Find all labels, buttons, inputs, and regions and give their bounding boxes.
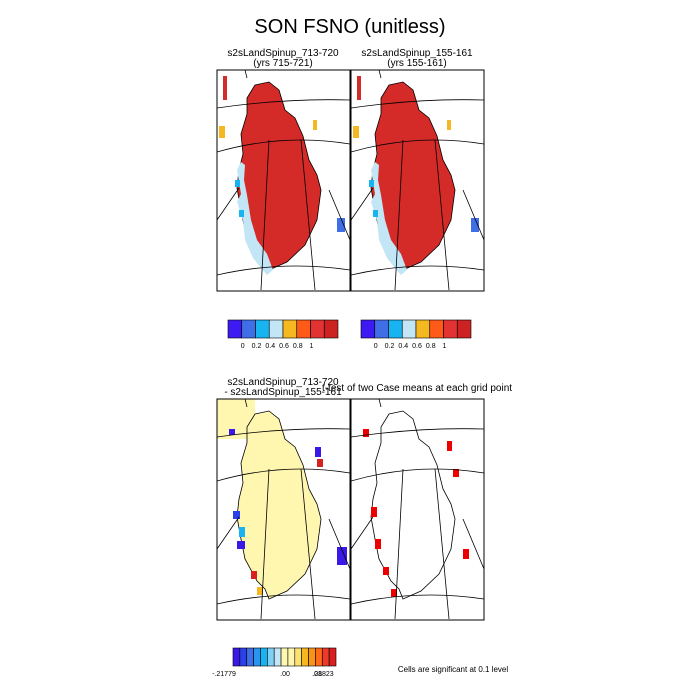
colorbar-swatch bbox=[456, 319, 472, 339]
colorbar-label: 0.6 bbox=[412, 343, 422, 350]
colorbar-swatch bbox=[443, 319, 458, 339]
colorbar-label: 0.8 bbox=[293, 343, 303, 350]
colorbar-label: 0.4 bbox=[265, 343, 275, 350]
colorbar-swatch bbox=[255, 319, 270, 339]
panel-ttest: t-test of two Case means at each grid po… bbox=[322, 383, 512, 674]
colorbar-label: -.21779 bbox=[212, 671, 236, 678]
colorbar-swatch bbox=[401, 319, 417, 339]
colorbar-swatch bbox=[246, 647, 254, 667]
colorbar-swatch bbox=[415, 319, 431, 339]
colorbar-swatch bbox=[232, 647, 241, 667]
panel-title: t-test of two Case means at each grid po… bbox=[322, 383, 512, 394]
colorbar-label: 0 bbox=[374, 343, 378, 350]
colorbar-swatch bbox=[374, 319, 389, 339]
colorbar-swatch bbox=[227, 319, 243, 339]
colorbar-label: .00 bbox=[280, 671, 290, 678]
colorbar-swatch bbox=[429, 319, 444, 339]
colorbar-swatch bbox=[310, 319, 325, 339]
colorbar-swatch bbox=[315, 647, 323, 667]
colorbar-swatch bbox=[294, 647, 302, 667]
colorbar-difference: -.21779 .00 .01.28823 bbox=[212, 647, 337, 678]
panel-title: s2sLandSpinup_713-720 bbox=[227, 377, 339, 388]
colorbar-label: 0 bbox=[241, 343, 245, 350]
colorbar-swatch bbox=[267, 647, 275, 667]
colorbar-label: .01 bbox=[312, 671, 322, 678]
colorbar-155-161: 0 0.2 0.4 0.6 0.8 1 bbox=[360, 319, 472, 350]
colorbar-swatch bbox=[280, 647, 289, 667]
colorbar-swatch bbox=[287, 647, 296, 667]
colorbar-swatch bbox=[273, 647, 282, 667]
panel-subtitle: (yrs 715-721) bbox=[253, 58, 312, 69]
colorbar-swatch bbox=[323, 319, 339, 339]
colorbar-label: 1 bbox=[443, 343, 447, 350]
colorbar-label: 1 bbox=[310, 343, 314, 350]
colorbar-swatch bbox=[308, 647, 316, 667]
colorbar-swatch bbox=[253, 647, 261, 667]
colorbar-swatch bbox=[301, 647, 309, 667]
panel-155-161: s2sLandSpinup_155-161 (yrs 155-161) bbox=[350, 48, 485, 292]
colorbar-swatch bbox=[388, 319, 403, 339]
panel-title: s2sLandSpinup_155-161 bbox=[361, 48, 473, 59]
colorbar-swatch bbox=[360, 319, 376, 339]
colorbar-swatch bbox=[260, 647, 268, 667]
panel-difference: s2sLandSpinup_713-720 - s2sLandSpinup_15… bbox=[216, 377, 351, 621]
colorbar-label: .28823 bbox=[312, 671, 334, 678]
colorbar-swatch bbox=[268, 319, 284, 339]
panel-title: s2sLandSpinup_713-720 bbox=[227, 48, 339, 59]
colorbar-713-720: 0 0.2 0.4 0.6 0.8 1 bbox=[227, 319, 339, 350]
colorbar-label: 0.8 bbox=[426, 343, 436, 350]
colorbar-swatch bbox=[239, 647, 248, 667]
colorbar-label: 0.6 bbox=[279, 343, 289, 350]
figure-title: SON FSNO (unitless) bbox=[254, 16, 445, 38]
colorbar-label: 0.2 bbox=[252, 343, 262, 350]
colorbar-label: 0.4 bbox=[398, 343, 408, 350]
panel-subtitle: - s2sLandSpinup_155-161 bbox=[224, 387, 342, 398]
colorbar-swatch bbox=[241, 319, 256, 339]
colorbar-swatch bbox=[296, 319, 311, 339]
significance-note: Cells are significant at 0.1 level bbox=[398, 665, 509, 674]
panel-subtitle: (yrs 155-161) bbox=[387, 58, 446, 69]
colorbar-swatch bbox=[321, 647, 330, 667]
colorbar-swatch bbox=[282, 319, 298, 339]
colorbar-swatch bbox=[328, 647, 337, 667]
colorbar-label: 0.2 bbox=[385, 343, 395, 350]
panel-713-720: s2sLandSpinup_713-720 (yrs 715-721) bbox=[216, 48, 351, 292]
